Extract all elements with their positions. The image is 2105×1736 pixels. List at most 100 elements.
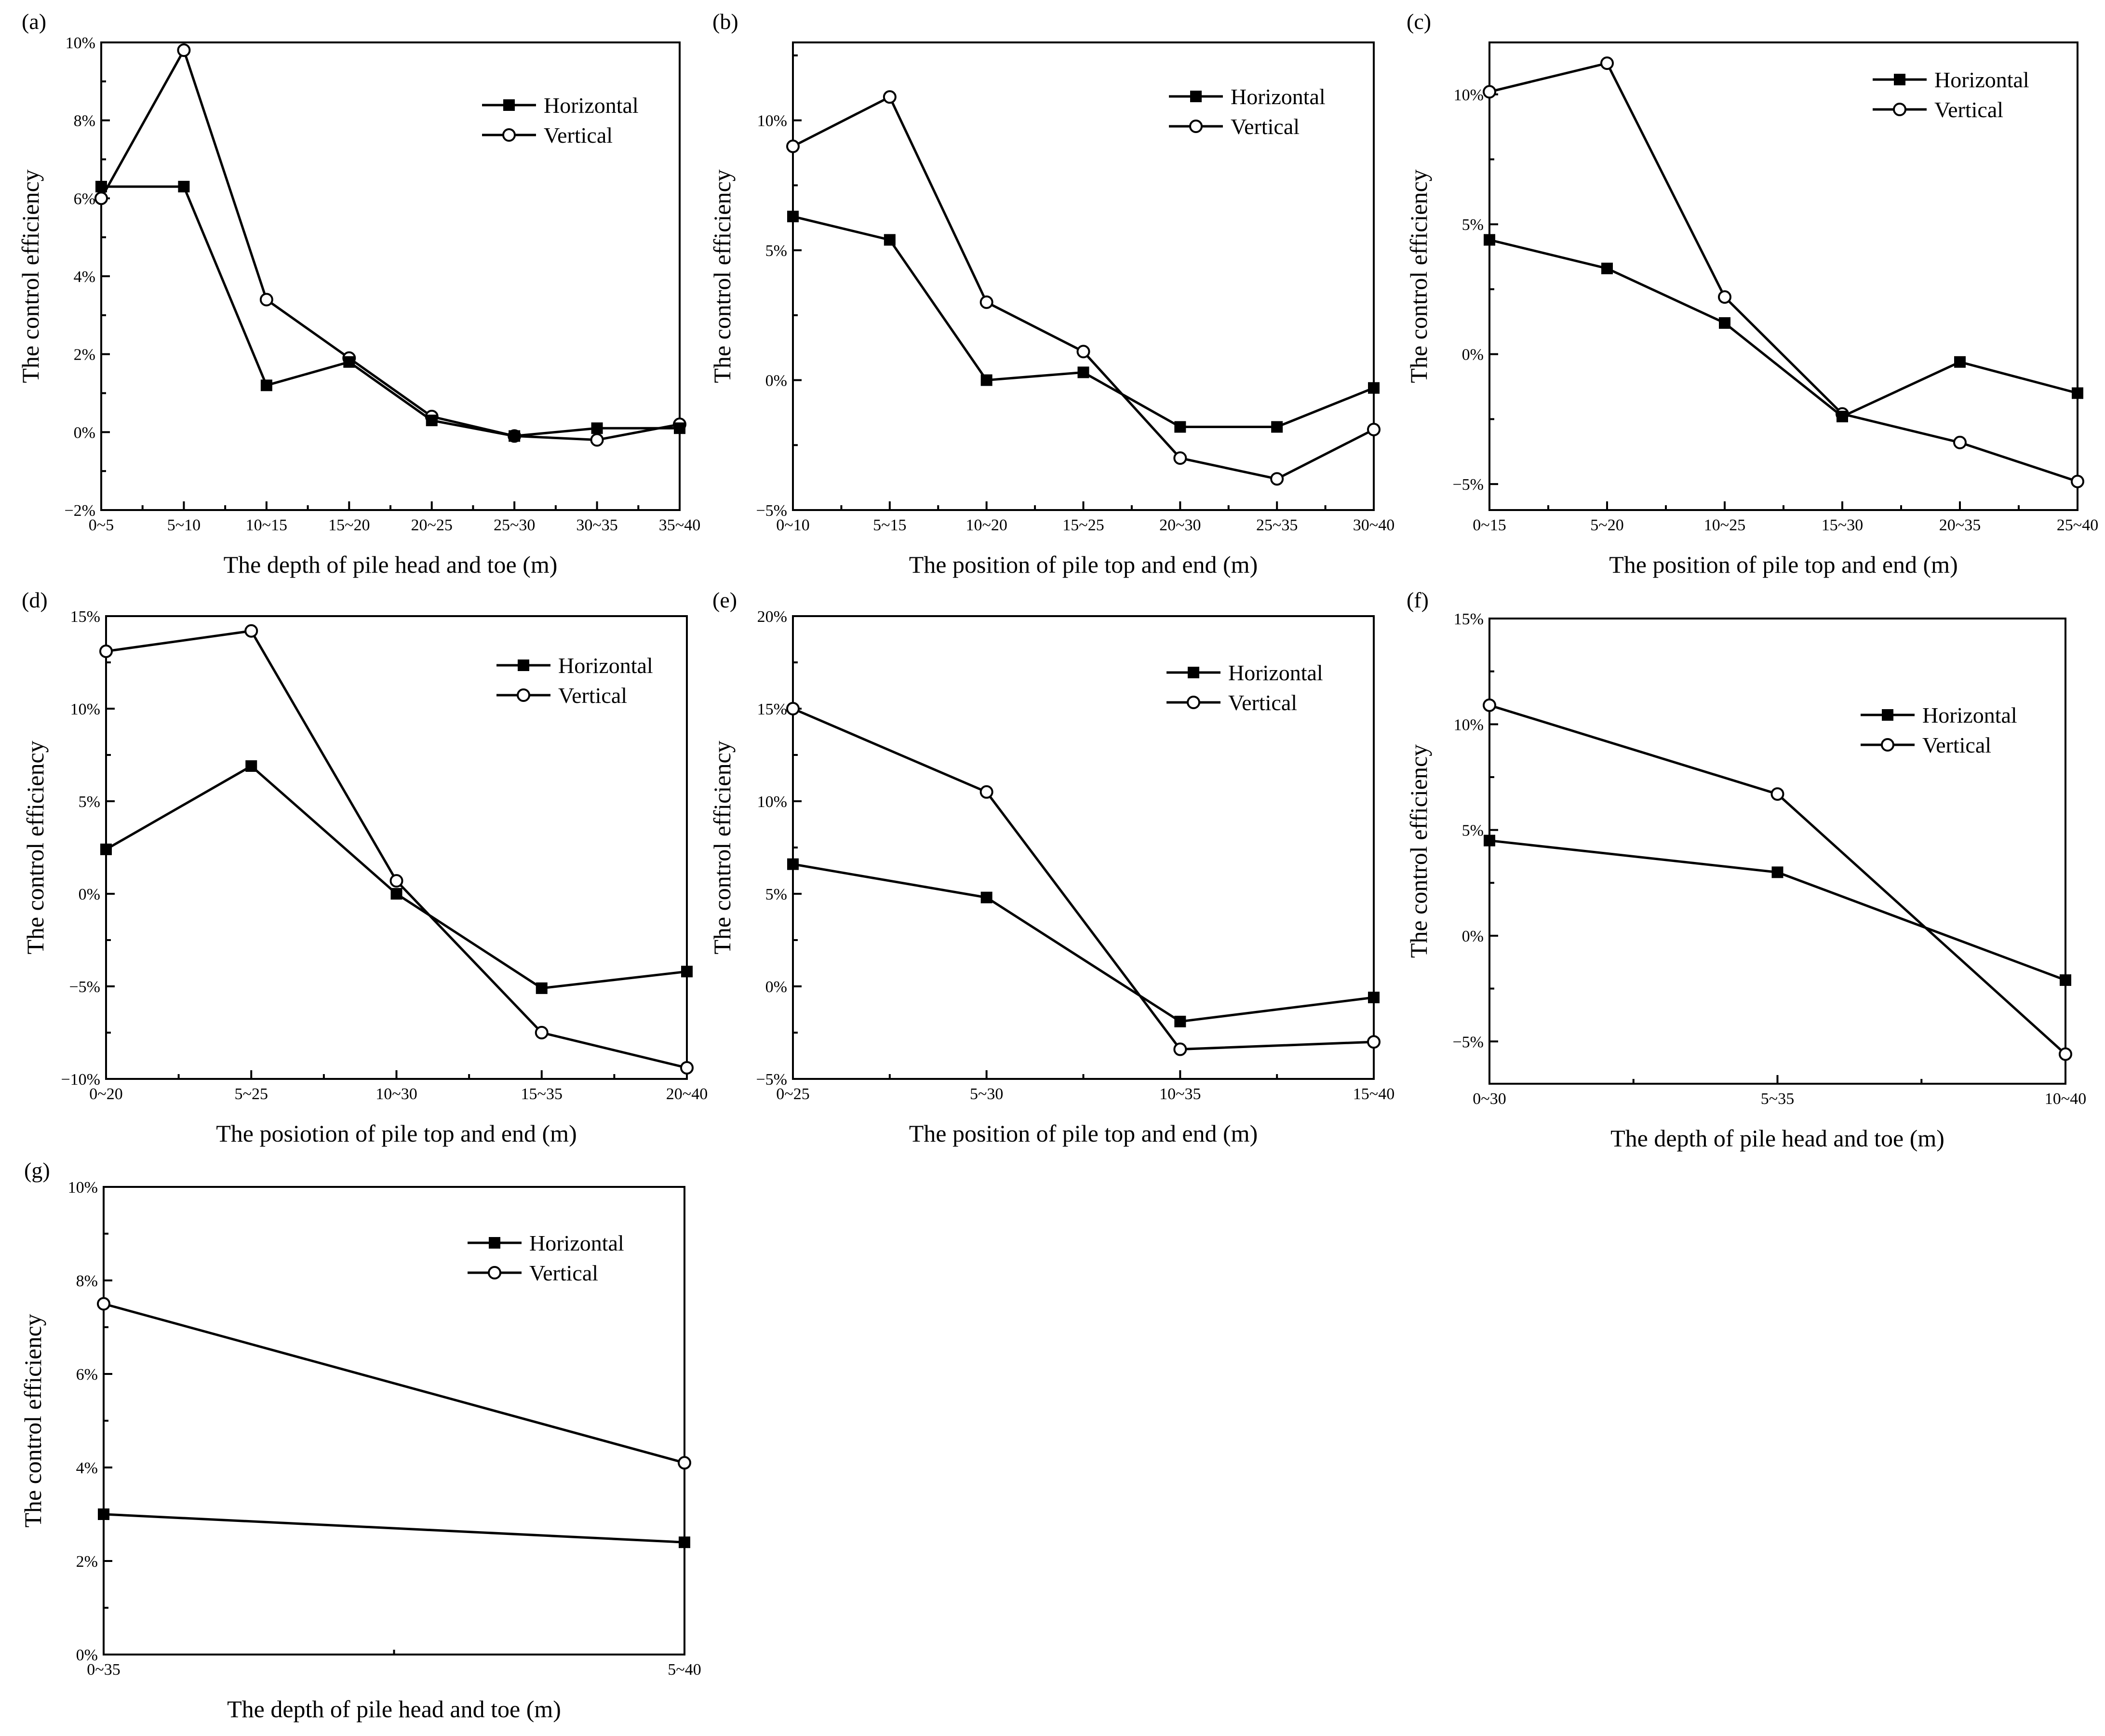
x-axis-title: The position of pile top and end (m) [1609, 551, 1958, 578]
y-tick-label: 2% [74, 346, 95, 364]
point-horizontal [787, 858, 799, 870]
point-vertical [680, 1061, 694, 1075]
x-tick-label: 5~10 [167, 516, 201, 534]
point-horizontal [260, 379, 272, 391]
panel-label: (b) [712, 9, 738, 34]
point-horizontal [1719, 317, 1730, 329]
point-vertical [1770, 787, 1784, 801]
y-axis-title: The control efficiency [709, 740, 736, 954]
series-line-horizontal [792, 215, 1374, 429]
legend-label: Horizontal [1922, 703, 2017, 727]
point-horizontal [674, 422, 685, 434]
point-horizontal [1077, 366, 1089, 378]
y-tick-label: 15% [70, 608, 100, 626]
legend-marker-horizontal [518, 659, 529, 671]
y-tick-label: 10% [1454, 716, 1484, 734]
x-tick-label: 15~30 [1822, 516, 1863, 534]
legend-marker-vertical [1187, 696, 1200, 709]
series-line-horizontal [101, 185, 680, 437]
point-horizontal [100, 843, 112, 855]
y-tick-label: 0% [765, 978, 787, 996]
point-horizontal [679, 1536, 690, 1548]
point-horizontal [98, 1508, 109, 1520]
legend-marker-horizontal [489, 1237, 500, 1249]
point-vertical [244, 624, 258, 638]
point-horizontal [1771, 866, 1783, 878]
y-tick-label: −5% [756, 1071, 788, 1089]
legend-label: Vertical [1934, 97, 2003, 122]
series-line-vertical [1489, 62, 2078, 483]
y-tick-label: 5% [1462, 822, 1484, 840]
y-tick-label: 5% [765, 886, 787, 903]
legend-label: Vertical [1231, 114, 1300, 139]
plot-frame [103, 1186, 685, 1655]
x-tick-label: 0~20 [89, 1085, 122, 1103]
point-horizontal [426, 415, 438, 427]
y-tick-label: 0% [1462, 928, 1484, 945]
y-tick-label: 0% [765, 372, 787, 390]
y-tick-label: 0% [76, 1646, 98, 1664]
point-vertical [1953, 435, 1967, 449]
point-vertical [979, 295, 993, 309]
y-tick-label: 6% [76, 1366, 98, 1384]
point-vertical [1270, 472, 1284, 486]
y-tick-label: 10% [757, 112, 787, 130]
legend-marker-vertical [1881, 738, 1894, 752]
point-horizontal [1174, 421, 1186, 433]
point-vertical [177, 43, 191, 57]
y-tick-label: −5% [1453, 1033, 1484, 1051]
x-axis-title: The position of pile top and end (m) [909, 1120, 1258, 1147]
y-tick-label: −10% [61, 1071, 101, 1089]
point-horizontal [980, 891, 992, 903]
legend: Horizontal Vertical [1861, 703, 2017, 757]
point-horizontal [1368, 992, 1380, 1004]
point-vertical [1600, 56, 1614, 70]
point-vertical [94, 191, 108, 205]
y-tick-label: 20% [757, 608, 787, 626]
panel-b: −5% 0% 5% 10% 0~10 5~15 10~20 15~25 20~30 25~35 30… [709, 9, 1394, 578]
x-tick-label: 0~5 [89, 516, 114, 534]
plot-frame [792, 41, 1375, 511]
x-axis-title: The depth of pile head and toe (m) [1610, 1125, 1944, 1152]
panel-g: 0% 2% 4% 6% 8% 10% 0~35 5~40 The depth of pile h… [19, 1158, 701, 1723]
y-tick-label: 0% [79, 886, 100, 903]
point-vertical [99, 644, 113, 658]
legend-label: Horizontal [1228, 660, 1323, 685]
point-vertical [1483, 85, 1496, 99]
point-vertical [678, 1456, 691, 1470]
x-tick-label: 20~25 [411, 516, 453, 534]
legend-label: Horizontal [1934, 67, 2029, 92]
x-tick-label: 0~10 [776, 516, 809, 534]
point-vertical [590, 433, 604, 447]
x-tick-label: 10~20 [965, 516, 1007, 534]
x-tick-label: 30~35 [576, 516, 617, 534]
legend: Horizontal Vertical [1169, 84, 1326, 139]
point-horizontal [343, 356, 355, 368]
point-horizontal [536, 982, 548, 994]
point-vertical [259, 293, 273, 307]
point-horizontal [980, 374, 992, 386]
y-tick-label: −5% [1453, 476, 1484, 494]
series-line-horizontal [792, 863, 1374, 1023]
x-tick-label: 0~30 [1473, 1090, 1506, 1108]
y-tick-label: 0% [1462, 346, 1484, 364]
x-tick-label: 0~35 [87, 1661, 120, 1679]
x-tick-label: 15~35 [521, 1085, 563, 1103]
x-tick-label: 25~30 [494, 516, 535, 534]
legend-marker-horizontal [1894, 74, 1905, 85]
x-tick-label: 5~20 [1590, 516, 1623, 534]
point-horizontal [591, 422, 603, 434]
panel-label: (f) [1407, 588, 1429, 612]
x-axis-title: The depth of pile head and toe (m) [227, 1696, 561, 1723]
legend-marker-vertical [1189, 120, 1203, 133]
legend-marker-vertical [502, 128, 516, 142]
point-horizontal [509, 430, 521, 442]
series-line-vertical [792, 95, 1375, 480]
y-tick-label: 10% [70, 700, 100, 718]
x-axis-title: The posiotion of pile top and end (m) [216, 1120, 577, 1147]
x-tick-label: 5~40 [668, 1661, 701, 1679]
point-horizontal [1954, 356, 1966, 368]
legend-marker-horizontal [1190, 91, 1202, 102]
point-vertical [1076, 345, 1090, 359]
series-line-vertical [100, 47, 680, 442]
